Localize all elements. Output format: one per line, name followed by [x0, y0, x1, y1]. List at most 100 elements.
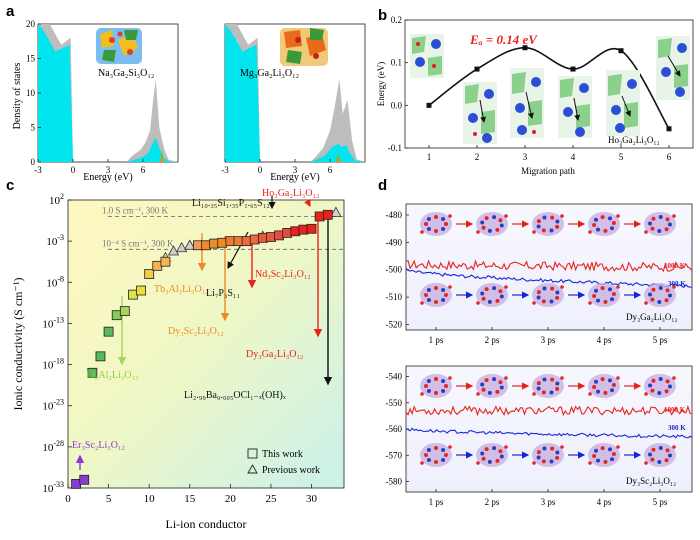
migration-structure-snapshots — [410, 34, 690, 144]
md-atom — [499, 385, 504, 390]
md-atom — [592, 453, 597, 458]
annotation-li3al2li3o12: Li₃Al₂Li₃O₁₂ — [86, 370, 138, 381]
md-top-compound-label: Dy₃Ga₂Li₃O₁₂ — [626, 312, 678, 322]
md-snapshot — [532, 374, 564, 398]
md-atom — [610, 457, 615, 462]
md-bottom-300K-label: 300 K — [668, 424, 686, 432]
md-atom — [603, 459, 608, 464]
migration-xlabel: Migration path — [521, 166, 575, 176]
md-snapshot — [644, 283, 676, 307]
migration-compound-label: Ho₃Ga₂Li₃O₁₂ — [608, 135, 660, 145]
md-atom — [672, 445, 676, 449]
this-work-marker — [128, 289, 138, 300]
md-atom — [532, 230, 536, 234]
md-atom — [444, 222, 448, 226]
md-atom — [542, 377, 547, 382]
md-atom — [610, 297, 615, 302]
md-atom — [484, 216, 489, 221]
md-atom — [555, 295, 560, 300]
md-atom — [487, 459, 492, 464]
md-atom — [611, 292, 616, 297]
y-tick-label: 10-8 — [46, 274, 64, 289]
md-atom — [498, 289, 503, 294]
annotation-tb3al2li3o12: Tb₃Al₂Li₃O₁₂ — [154, 284, 209, 295]
md-bottom-axes: -540 -550 -560 -570 -580 1 ps 2 ps 3 ps 4 ps 5 ps — [386, 372, 668, 508]
y-tick-label: -520 — [386, 320, 403, 330]
md-atom — [441, 379, 446, 384]
y-tick-label: -490 — [386, 237, 403, 247]
md-atom — [504, 214, 508, 218]
md-atom — [588, 301, 592, 305]
md-atom — [424, 293, 428, 298]
migration-frame — [404, 19, 694, 149]
md-atom — [492, 377, 497, 382]
md-atom — [426, 457, 431, 462]
md-atom — [644, 461, 648, 465]
this-work-marker — [111, 310, 122, 321]
md-atom — [499, 454, 504, 459]
md-atom — [441, 297, 446, 302]
md-atom — [441, 388, 446, 393]
md-atom — [616, 445, 620, 449]
md-atom — [588, 461, 592, 465]
reference-line-label: 1.0 S cm⁻¹, 300 K — [102, 205, 168, 215]
y-tick-label: -570 — [386, 450, 403, 460]
this-work-marker — [282, 228, 293, 238]
this-work-marker — [266, 232, 276, 242]
x-tick-label: 5 — [619, 152, 624, 162]
crystal-structure-icon-right — [280, 28, 328, 66]
md-atom — [555, 381, 560, 386]
md-atom — [448, 445, 452, 449]
md-atom — [600, 377, 605, 382]
y-tick-label: 20 — [26, 19, 36, 29]
this-work-marker — [201, 240, 211, 251]
annotation-dy3ga2li3o12: Dy₃Ga₂Li₃O₁₂ — [246, 349, 303, 360]
md-atom — [476, 301, 480, 305]
md-snapshot-body — [532, 283, 564, 307]
snapshot-5 — [606, 70, 640, 136]
md-atom — [499, 223, 504, 228]
md-snapshot-body — [532, 212, 564, 236]
md-snapshot-body — [532, 443, 564, 467]
y-tick-label: 10-23 — [42, 398, 64, 413]
y-tick-label: 10-33 — [42, 480, 64, 495]
md-atom — [444, 293, 448, 297]
this-work-marker — [87, 367, 98, 378]
md-atom — [560, 376, 564, 380]
panel-a: Density of states Na₃Ga₂Si₃O₁₂ -3 0 3 60510… — [12, 19, 366, 183]
md-atom — [592, 222, 597, 227]
md-atom — [672, 285, 676, 289]
md-snapshot — [588, 374, 620, 398]
md-atom — [481, 296, 486, 301]
dos-left-peak-orange — [160, 156, 164, 162]
y-tick-label: 10 — [26, 88, 36, 98]
md-atom — [495, 227, 500, 232]
md-atom — [536, 290, 541, 295]
md-atom — [433, 446, 438, 451]
conductivity-xlabel: Li-ion conductor — [166, 517, 247, 531]
md-atom — [420, 301, 424, 305]
this-work-marker — [144, 269, 155, 279]
y-tick-label: 0 — [31, 157, 36, 167]
md-atom — [648, 221, 653, 226]
this-work-marker — [152, 260, 163, 271]
md-atom — [536, 381, 541, 386]
md-atom — [596, 458, 601, 463]
dos-left-projected-area — [38, 24, 178, 162]
this-work-marker — [71, 478, 82, 489]
y-tick-label: 10-28 — [42, 439, 64, 454]
md-snapshot-body — [532, 374, 564, 398]
migration-axes: 1 2 3 4 5 6 -0.1 0.0 0.1 0.2 — [388, 15, 672, 162]
migration-point — [666, 126, 672, 132]
legend-previous-work: Previous work — [262, 465, 320, 476]
md-atom — [648, 383, 653, 388]
this-work-marker — [233, 236, 244, 247]
md-snapshot — [588, 283, 620, 307]
md-atom — [504, 445, 508, 449]
md-atom — [664, 458, 669, 463]
md-atom — [607, 378, 612, 383]
x-tick-label: 1 ps — [429, 497, 444, 507]
md-snapshot — [420, 374, 452, 398]
md-snapshot-body — [476, 443, 508, 467]
md-atom — [665, 448, 670, 453]
